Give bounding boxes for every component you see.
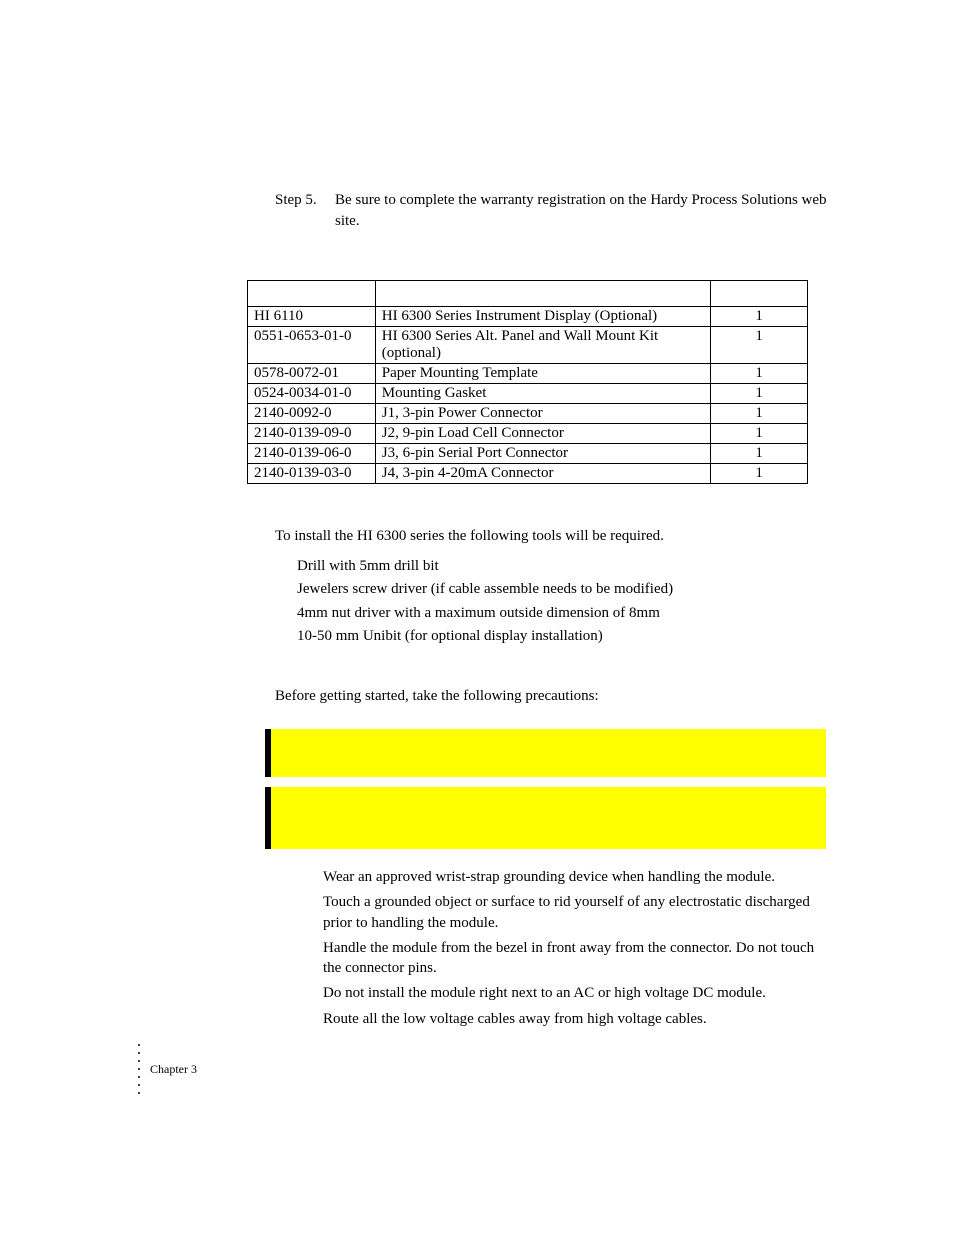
step-5: Step 5. Be sure to complete the warranty… <box>275 190 834 232</box>
list-item: 10-50 mm Unibit (for optional display in… <box>297 625 834 648</box>
cell-item: 2140-0092-0 <box>248 404 376 424</box>
cell-desc: J2, 9-pin Load Cell Connector <box>375 424 710 444</box>
list-item: Do not install the module right next to … <box>323 983 824 1003</box>
table-row: 0578-0072-01 Paper Mounting Template 1 <box>248 364 808 384</box>
precautions-list: Wear an approved wrist-strap grounding d… <box>323 867 824 1029</box>
list-item: Jewelers screw driver (if cable assemble… <box>297 578 834 601</box>
step-label: Step 5. <box>275 190 335 232</box>
cell-item: 2140-0139-03-0 <box>248 464 376 484</box>
cell-item: 0551-0653-01-0 <box>248 327 376 364</box>
chapter-label: Chapter 3 <box>150 1062 197 1077</box>
cell-item: 0578-0072-01 <box>248 364 376 384</box>
list-item: Route all the low voltage cables away fr… <box>323 1009 824 1029</box>
table-header-row <box>248 281 808 307</box>
tools-list: Drill with 5mm drill bit Jewelers screw … <box>297 555 834 648</box>
list-item: Drill with 5mm drill bit <box>297 555 834 578</box>
caution-box-1 <box>265 729 826 777</box>
cell-qty: 1 <box>711 424 808 444</box>
cell-desc: J4, 3-pin 4-20mA Connector <box>375 464 710 484</box>
cell-qty: 1 <box>711 327 808 364</box>
precautions-intro: Before getting started, take the followi… <box>275 686 834 707</box>
table-row: 0524-0034-01-0 Mounting Gasket 1 <box>248 384 808 404</box>
cell-desc: J1, 3-pin Power Connector <box>375 404 710 424</box>
cell-item: 2140-0139-06-0 <box>248 444 376 464</box>
cell-qty: 1 <box>711 364 808 384</box>
cell-desc: Paper Mounting Template <box>375 364 710 384</box>
tools-intro: To install the HI 6300 series the follow… <box>275 526 834 547</box>
list-item: Wear an approved wrist-strap grounding d… <box>323 867 824 887</box>
cell-qty: 1 <box>711 384 808 404</box>
table-row: 2140-0092-0 J1, 3-pin Power Connector 1 <box>248 404 808 424</box>
cell-desc: HI 6300 Series Instrument Display (Optio… <box>375 307 710 327</box>
col-header-qty <box>711 281 808 307</box>
cell-qty: 1 <box>711 307 808 327</box>
footer-dots-icon <box>138 1041 140 1097</box>
table-row: HI 6110 HI 6300 Series Instrument Displa… <box>248 307 808 327</box>
page-footer: Chapter 3 <box>138 1041 197 1097</box>
cell-desc: HI 6300 Series Alt. Panel and Wall Mount… <box>375 327 710 364</box>
caution-box-2 <box>265 787 826 849</box>
parts-table: HI 6110 HI 6300 Series Instrument Displa… <box>247 280 808 484</box>
table-row: 2140-0139-09-0 J2, 9-pin Load Cell Conne… <box>248 424 808 444</box>
table-row: 2140-0139-06-0 J3, 6-pin Serial Port Con… <box>248 444 808 464</box>
cell-desc: Mounting Gasket <box>375 384 710 404</box>
cell-desc: J3, 6-pin Serial Port Connector <box>375 444 710 464</box>
table-row: 2140-0139-03-0 J4, 3-pin 4-20mA Connecto… <box>248 464 808 484</box>
step-text: Be sure to complete the warranty registr… <box>335 190 834 232</box>
col-header-item <box>248 281 376 307</box>
col-header-desc <box>375 281 710 307</box>
cell-qty: 1 <box>711 404 808 424</box>
cell-qty: 1 <box>711 444 808 464</box>
list-item: Touch a grounded object or surface to ri… <box>323 892 824 933</box>
list-item: Handle the module from the bezel in fron… <box>323 938 824 979</box>
cell-item: HI 6110 <box>248 307 376 327</box>
cell-qty: 1 <box>711 464 808 484</box>
cell-item: 2140-0139-09-0 <box>248 424 376 444</box>
list-item: 4mm nut driver with a maximum outside di… <box>297 602 834 625</box>
table-row: 0551-0653-01-0 HI 6300 Series Alt. Panel… <box>248 327 808 364</box>
cell-item: 0524-0034-01-0 <box>248 384 376 404</box>
